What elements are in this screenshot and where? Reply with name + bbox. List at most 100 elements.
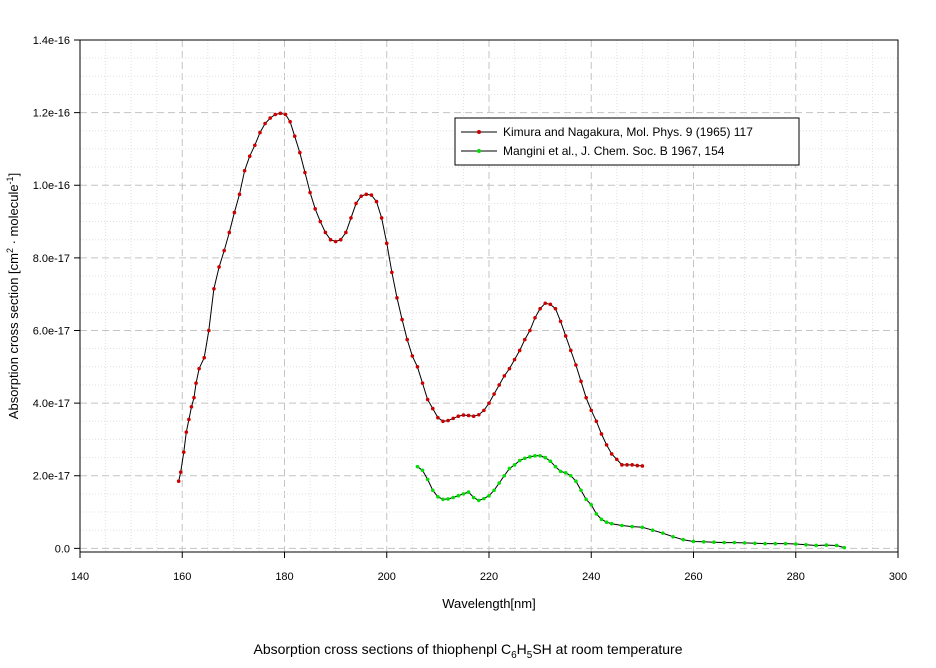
y-tick-label: 1.2e-16 [33, 108, 70, 120]
data-point [548, 459, 553, 464]
x-axis: 140 160 180 200 220 240 260 280 300 [71, 552, 907, 583]
data-point [410, 354, 415, 358]
legend: Kimura and Nagakura, Mol. Phys. 9 (1965)… [454, 117, 800, 166]
data-point [522, 456, 527, 461]
data-point [461, 413, 466, 417]
data-point [187, 417, 191, 422]
data-point [425, 397, 430, 402]
data-point [579, 488, 583, 493]
y-tick-label: 4.0e-17 [33, 398, 70, 410]
data-point [563, 334, 568, 338]
data-point [278, 111, 283, 116]
data-point [558, 319, 563, 324]
y-axis-title-main: Absorption cross section [cm [6, 253, 21, 419]
data-point [512, 357, 517, 362]
data-point [579, 379, 583, 384]
series-layer [176, 111, 847, 550]
data-point [369, 193, 374, 197]
data-point [364, 192, 369, 197]
data-point [824, 543, 829, 547]
data-point [594, 419, 599, 424]
data-point [594, 512, 599, 516]
data-point [283, 112, 288, 117]
data-point [374, 199, 379, 204]
y-axis: 0.0 2.0e-17 4.0e-17 6.0e-17 8.0e-17 1.0e-16 1.… [33, 35, 80, 555]
data-point [202, 355, 207, 360]
data-point [487, 493, 491, 498]
data-point [569, 473, 573, 478]
grid [80, 40, 898, 552]
data-point [313, 207, 317, 211]
data-point [298, 150, 302, 155]
data-point [430, 488, 435, 493]
data-point [793, 542, 798, 546]
legend-label: Kimura and Nagakura, Mol. Phys. 9 (1965)… [503, 125, 753, 139]
data-point [176, 479, 181, 483]
data-point [400, 317, 404, 322]
data-point [538, 453, 542, 458]
data-point [338, 237, 343, 242]
data-point [425, 477, 430, 482]
data-point [253, 143, 257, 148]
x-tick-label: 180 [275, 571, 293, 583]
data-point [308, 190, 312, 195]
data-point [242, 168, 247, 173]
caption-sub2: 5 [526, 649, 533, 661]
data-point [574, 363, 578, 367]
data-point [609, 521, 614, 526]
data-point [543, 455, 548, 460]
data-point [640, 464, 645, 468]
caption-sub1: 6 [511, 649, 517, 661]
data-point [650, 528, 655, 533]
data-point [436, 495, 440, 499]
x-axis-title: Wavelength[nm] [442, 596, 535, 611]
data-point [359, 194, 363, 198]
series-line [417, 455, 845, 549]
data-point [543, 301, 548, 306]
data-point [405, 337, 410, 342]
data-point [384, 241, 389, 246]
data-point [553, 464, 558, 469]
data-point [333, 239, 338, 244]
data-point [292, 134, 297, 139]
data-point [640, 525, 645, 530]
data-point [476, 498, 481, 503]
data-point [466, 413, 471, 418]
data-point [522, 337, 527, 342]
series-2 [415, 453, 847, 550]
data-point [390, 270, 394, 275]
data-point [599, 432, 604, 436]
data-point [558, 469, 563, 474]
data-point [415, 464, 420, 469]
x-tick-label: 280 [787, 571, 805, 583]
data-point [569, 348, 573, 353]
y-tick-label: 8.0e-17 [33, 253, 70, 265]
data-point [441, 497, 445, 502]
data-point [533, 453, 537, 458]
data-point [430, 406, 435, 411]
data-point [553, 306, 558, 311]
data-point [615, 457, 619, 462]
data-point [635, 463, 640, 468]
data-point [482, 496, 486, 501]
data-point [528, 328, 532, 333]
data-point [563, 471, 568, 475]
data-point [323, 230, 328, 235]
data-point [273, 112, 278, 117]
data-point [834, 543, 839, 548]
data-point [189, 404, 194, 409]
data-point [456, 493, 461, 498]
caption-suffix: SH at room temperature [532, 641, 683, 657]
data-point [512, 463, 517, 467]
y-tick-label: 6.0e-17 [33, 325, 70, 337]
data-point [630, 524, 634, 529]
caption-mid: H [516, 641, 527, 657]
data-point [222, 248, 226, 253]
legend-label: Mangini et al., J. Chem. Soc. B 1967, 15… [503, 144, 725, 158]
data-point [492, 392, 496, 396]
x-tick-label: 240 [582, 571, 600, 583]
data-point [178, 470, 183, 474]
data-point [712, 540, 716, 544]
legend-box [454, 117, 800, 166]
data-point [620, 523, 624, 528]
